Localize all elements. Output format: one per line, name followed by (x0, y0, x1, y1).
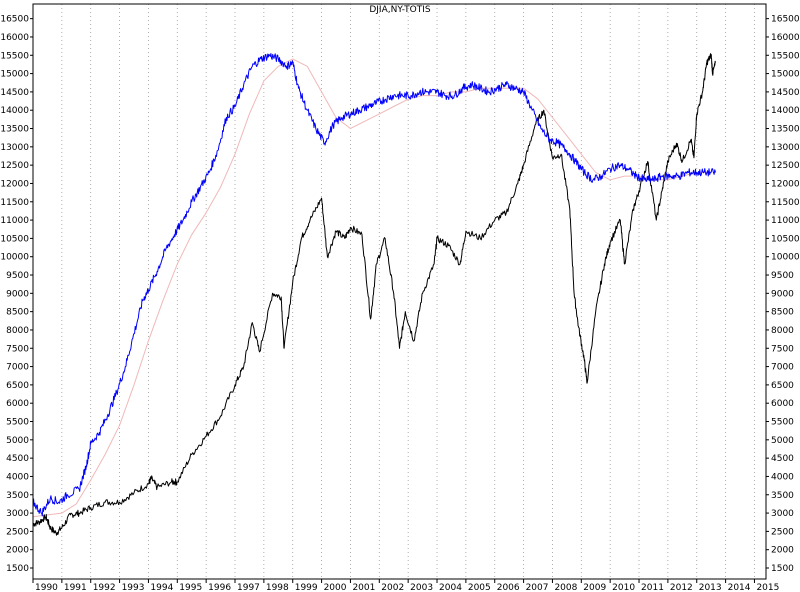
y-tick-label-left: 3500 (6, 491, 29, 501)
x-tick-label: 2012 (670, 583, 693, 592)
y-tick-label-right: 8500 (771, 308, 794, 318)
y-tick-label-right: 11500 (771, 198, 800, 208)
y-tick-label-left: 5500 (6, 418, 29, 428)
y-tick-label-right: 16500 (771, 15, 800, 25)
y-tick-label-left: 8500 (6, 308, 29, 318)
x-tick-label: 2008 (554, 583, 577, 592)
y-tick-label-right: 14000 (771, 106, 800, 116)
y-tick-label-left: 6500 (6, 381, 29, 391)
y-tick-label-right: 2000 (771, 546, 794, 556)
y-tick-label-right: 3500 (771, 491, 794, 501)
chart-title: DJIA,NY-TOTIS (369, 5, 431, 15)
y-tick-label-left: 4500 (6, 454, 29, 464)
y-tick-label-left: 2000 (6, 546, 29, 556)
y-tick-label-left: 5000 (6, 436, 29, 446)
x-tick-label: 1990 (35, 583, 58, 592)
x-tick-label: 2010 (612, 583, 635, 592)
y-tick-label-right: 10000 (771, 253, 800, 263)
y-tick-label-left: 10500 (0, 234, 29, 244)
y-tick-label-left: 8000 (6, 326, 29, 336)
y-tick-label-right: 1500 (771, 564, 794, 574)
y-tick-label-right: 9000 (771, 289, 794, 299)
y-tick-label-right: 8000 (771, 326, 794, 336)
y-tick-label-left: 9000 (6, 289, 29, 299)
y-tick-label-left: 13000 (0, 143, 29, 153)
x-tick-label: 2001 (352, 583, 375, 592)
y-tick-label-left: 2500 (6, 527, 29, 537)
x-tick-label: 2015 (756, 583, 779, 592)
y-tick-label-right: 15500 (771, 51, 800, 61)
x-tick-label: 1995 (179, 583, 202, 592)
series-layer (32, 53, 716, 536)
y-tick-label-left: 12500 (0, 161, 29, 171)
y-tick-label-left: 11500 (0, 198, 29, 208)
y-tick-label-left: 7500 (6, 344, 29, 354)
y-tick-label-right: 7000 (771, 363, 794, 373)
x-tick-label: 1999 (295, 583, 318, 592)
x-tick-label: 2009 (583, 583, 606, 592)
x-tick-label: 1997 (237, 583, 260, 592)
series-line-nyse_ma (32, 58, 712, 518)
y-tick-label-left: 4000 (6, 472, 29, 482)
x-tick-label: 1993 (122, 583, 145, 592)
y-tick-label-right: 13000 (771, 143, 800, 153)
y-tick-label-left: 14500 (0, 88, 29, 98)
y-tick-label-left: 16000 (0, 33, 29, 43)
y-tick-label-left: 14000 (0, 106, 29, 116)
x-tick-label: 2000 (324, 583, 347, 592)
y-tick-label-right: 11000 (771, 216, 800, 226)
y-tick-label-left: 13500 (0, 125, 29, 135)
y-tick-label-right: 5500 (771, 418, 794, 428)
y-tick-label-right: 2500 (771, 527, 794, 537)
x-tick-label: 2011 (641, 583, 664, 592)
y-tick-label-left: 12000 (0, 179, 29, 189)
x-tick-label: 1998 (266, 583, 289, 592)
y-tick-label-left: 3000 (6, 509, 29, 519)
y-tick-label-right: 10500 (771, 234, 800, 244)
x-tick-label: 1992 (93, 583, 116, 592)
y-tick-label-right: 6500 (771, 381, 794, 391)
x-tick-label: 1996 (208, 583, 231, 592)
y-tick-label-right: 4500 (771, 454, 794, 464)
series-line-djia (32, 53, 716, 536)
y-tick-label-left: 16500 (0, 15, 29, 25)
series-line-nyse (32, 53, 716, 517)
x-tick-label: 2005 (468, 583, 491, 592)
y-tick-label-left: 6000 (6, 399, 29, 409)
y-tick-label-left: 9500 (6, 271, 29, 281)
y-tick-label-right: 12000 (771, 179, 800, 189)
x-tick-label: 1991 (64, 583, 87, 592)
x-tick-label: 2013 (699, 583, 722, 592)
y-tick-label-right: 3000 (771, 509, 794, 519)
y-tick-label-right: 5000 (771, 436, 794, 446)
axis-layer: 1990 1991 1992 1993 1994 1995 1996 1997 1998 1999… (0, 3, 800, 592)
x-tick-label: 2003 (410, 583, 433, 592)
x-tick-label: 2007 (526, 583, 549, 592)
y-tick-label-right: 14500 (771, 88, 800, 98)
x-tick-label: 2006 (497, 583, 520, 592)
y-tick-label-left: 10000 (0, 253, 29, 263)
y-tick-label-right: 16000 (771, 33, 800, 43)
y-tick-label-right: 13500 (771, 125, 800, 135)
x-tick-label: 2004 (439, 583, 462, 592)
x-tick-label: 2014 (728, 583, 751, 592)
y-tick-label-right: 7500 (771, 344, 794, 354)
y-tick-label-left: 15500 (0, 51, 29, 61)
y-tick-label-left: 1500 (6, 564, 29, 574)
y-tick-label-right: 6000 (771, 399, 794, 409)
y-tick-label-left: 7000 (6, 363, 29, 373)
x-tick-label: 2002 (381, 583, 404, 592)
y-tick-label-right: 9500 (771, 271, 794, 281)
y-tick-label-left: 15000 (0, 70, 29, 80)
y-tick-label-right: 4000 (771, 472, 794, 482)
y-tick-label-right: 12500 (771, 161, 800, 171)
plot-frame (32, 3, 767, 580)
y-tick-label-right: 15000 (771, 70, 800, 80)
x-tick-label: 1994 (150, 583, 173, 592)
y-tick-label-left: 11000 (0, 216, 29, 226)
